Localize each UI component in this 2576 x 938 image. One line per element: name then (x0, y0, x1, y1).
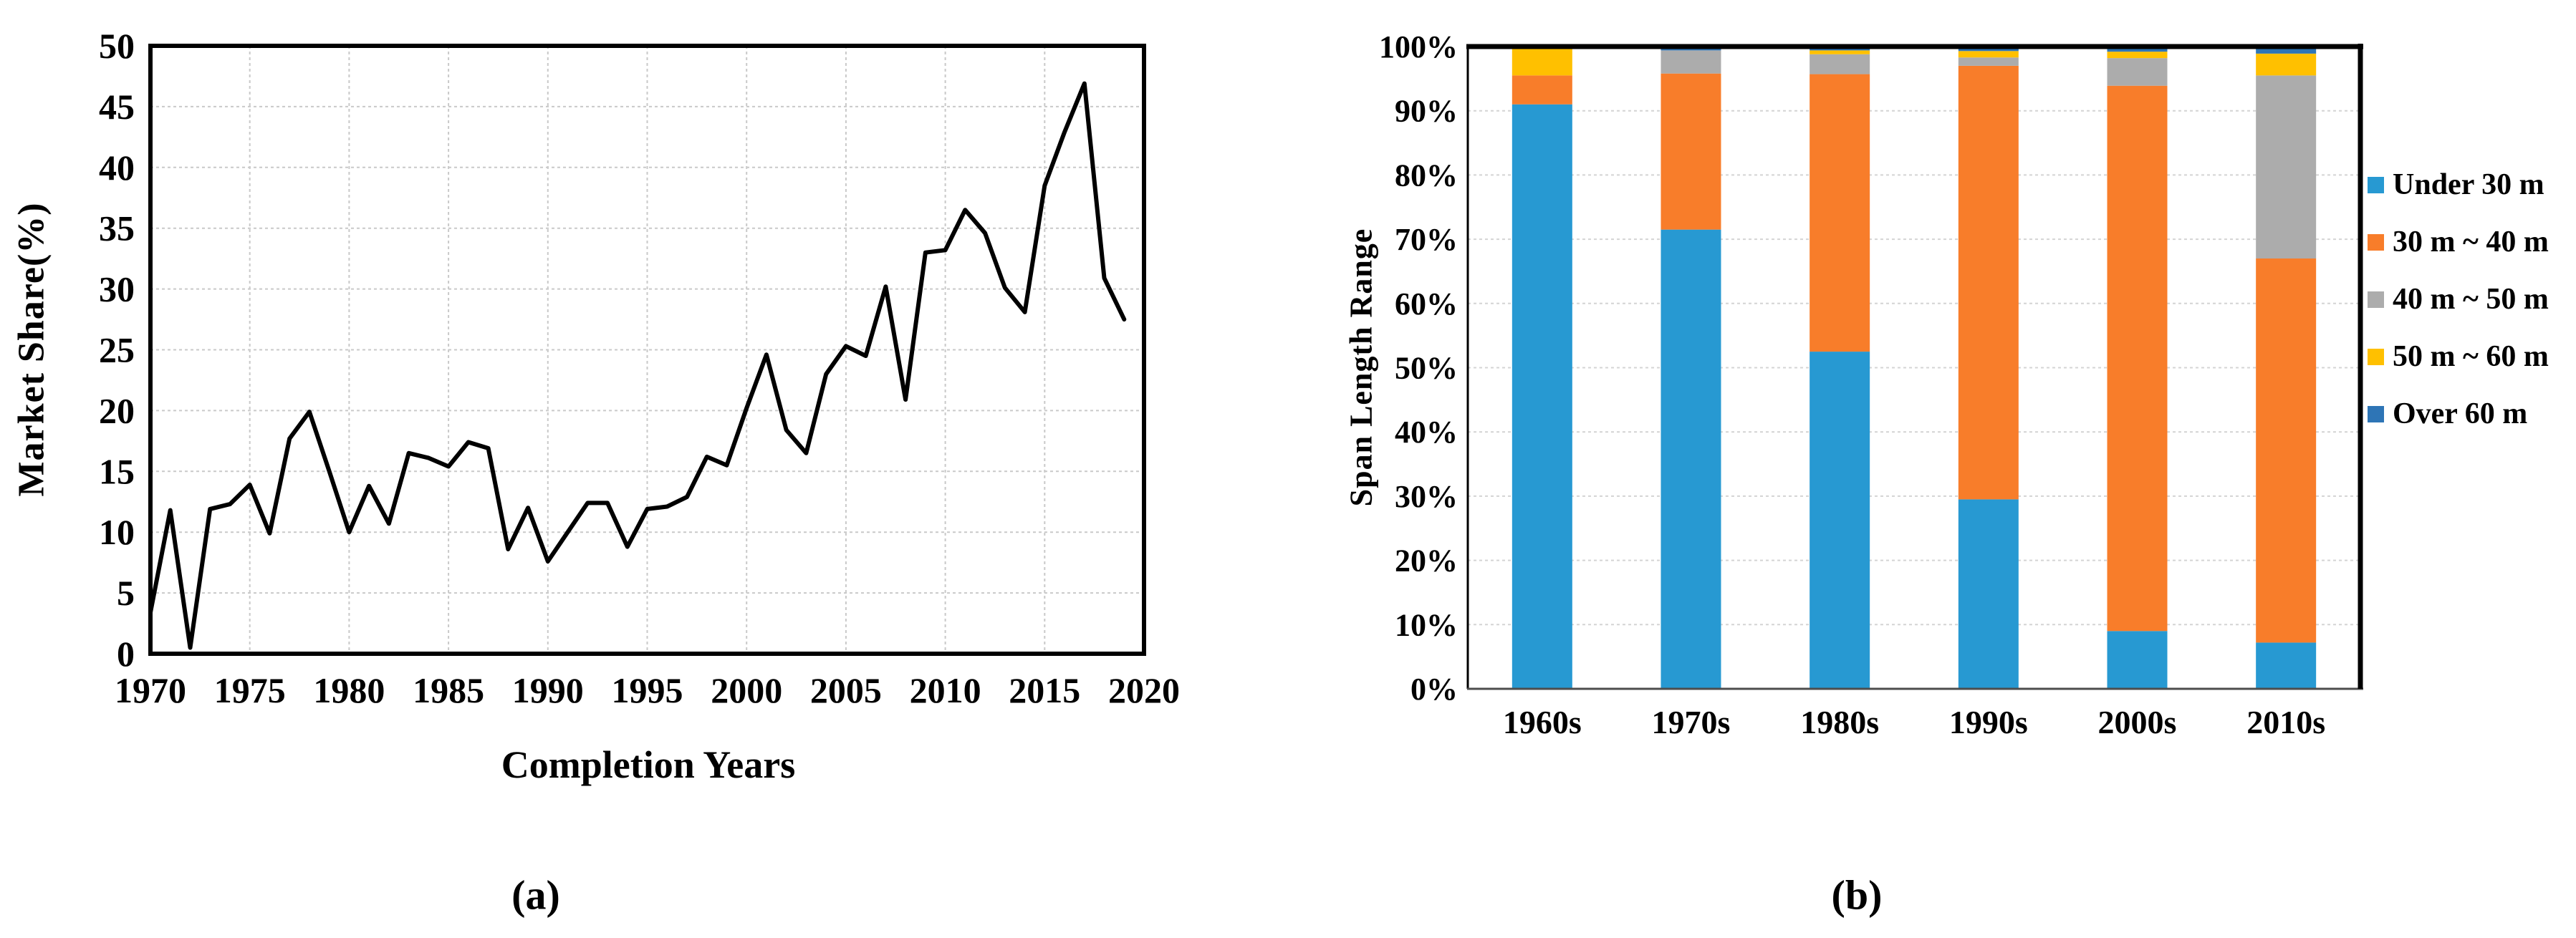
y-tick-label: 15 (99, 451, 135, 491)
bar-segment-2000s-over-60-m (2107, 47, 2168, 52)
plot-border (148, 44, 1146, 656)
legend-item-under-30-m: Under 30 m (2368, 169, 2544, 200)
x-tick-label: 1995 (612, 670, 683, 710)
bar-segment-1980s-under-30-m (1810, 352, 1870, 689)
legend-swatch (2368, 348, 2384, 365)
x-tick-label: 2020 (1108, 670, 1180, 710)
bar-segment-2000s-under-30-m (2107, 631, 2168, 689)
y-tick-label: 10 (99, 512, 135, 552)
legend-swatch (2368, 176, 2384, 193)
bar-segment-1960s-under-30-m (1512, 104, 1572, 690)
legend-swatch (2368, 405, 2384, 422)
bar-segment-2000s-40-m-50-m (2107, 58, 2168, 86)
x-tick-label: 2000 (711, 670, 782, 710)
bar-segment-1990s-under-30-m (1958, 499, 2019, 689)
y-tick-label: 40% (1395, 415, 1458, 450)
bar-segment-1990s-30-m-40-m (1958, 65, 2019, 500)
legend-label: 40 m ~ 50 m (2393, 283, 2549, 316)
y-tick-label: 25 (99, 330, 135, 370)
bar-segment-2010s-50-m-60-m (2256, 53, 2317, 76)
x-tick-label: 2010 (910, 670, 981, 710)
x-category-label: 2010s (2246, 704, 2325, 740)
legend-item-50-m-60-m: 50 m ~ 60 m (2368, 341, 2549, 372)
y-tick-label: 20 (99, 390, 135, 430)
y-tick-label: 100% (1379, 29, 1458, 64)
y-axis-title-market-share: Market Share(%) (11, 202, 52, 497)
legend-label: Under 30 m (2393, 168, 2544, 201)
bar-segment-2000s-50-m-60-m (2107, 52, 2168, 59)
y-tick-label: 0% (1410, 672, 1458, 707)
y-tick-label: 10% (1395, 607, 1458, 642)
y-tick-label: 30% (1395, 479, 1458, 514)
legend-swatch (2368, 233, 2384, 251)
y-tick-label: 90% (1395, 94, 1458, 129)
bar-segment-1980s-50-m-60-m (1810, 50, 1870, 54)
y-tick-label: 45 (99, 87, 135, 127)
x-tick-label: 1990 (512, 670, 584, 710)
x-tick-label: 1975 (214, 670, 286, 710)
x-tick-label: 1980 (313, 670, 385, 710)
bar-segment-1970s-40-m-50-m (1661, 50, 1721, 74)
legend-label: Over 60 m (2393, 397, 2528, 430)
bar-segment-2010s-under-30-m (2256, 642, 2317, 689)
y-tick-label: 70% (1395, 222, 1458, 257)
legend-swatch (2368, 291, 2384, 308)
x-category-label: 1980s (1800, 704, 1879, 740)
y-tick-label: 60% (1395, 286, 1458, 321)
bar-segment-1970s-under-30-m (1661, 229, 1721, 689)
y-tick-label: 35 (99, 208, 135, 248)
legend-item-over-60-m: Over 60 m (2368, 398, 2527, 430)
x-tick-label: 2005 (810, 670, 882, 710)
bar-segment-2010s-30-m-40-m (2256, 258, 2317, 643)
caption-panel-b: (b) (1831, 871, 1883, 919)
span-length-stacked-chart: 1960s 1970s 1980s 1990s 2000s 2010s 0% 10% 20% 30… (1379, 29, 2363, 740)
y-tick-label: 0 (117, 634, 135, 674)
bar-segment-1990s-40-m-50-m (1958, 57, 2019, 66)
x-axis-title-completion-years: Completion Years (501, 743, 796, 786)
y-tick-label: 20% (1395, 543, 1458, 579)
bar-segment-2010s-over-60-m (2256, 47, 2317, 54)
bar-segment-2000s-30-m-40-m (2107, 85, 2168, 632)
y-axis-title-span-length: Span Length Range (1343, 228, 1379, 507)
x-category-label: 1970s (1652, 704, 1731, 740)
bar-segment-1980s-30-m-40-m (1810, 74, 1870, 352)
legend-item-30-m-40-m: 30 m ~ 40 m (2368, 226, 2549, 258)
x-tick-label: 1985 (413, 670, 484, 710)
legend-item-40-m-50-m: 40 m ~ 50 m (2368, 284, 2549, 315)
x-tick-label: 2015 (1009, 670, 1080, 710)
y-tick-label: 80% (1395, 158, 1458, 193)
legend-label: 30 m ~ 40 m (2393, 226, 2549, 258)
x-category-label: 1960s (1503, 704, 1582, 740)
x-category-label: 1990s (1949, 704, 2028, 740)
y-tick-label: 5 (117, 573, 135, 613)
y-tick-label: 50% (1395, 351, 1458, 386)
bar-segment-1970s-30-m-40-m (1661, 73, 1721, 230)
y-tick-label: 30 (99, 269, 135, 309)
y-tick-label: 40 (99, 148, 135, 188)
legend-label: 50 m ~ 60 m (2393, 340, 2549, 373)
bar-segment-1960s-50-m-60-m (1512, 47, 1572, 76)
x-category-label: 2000s (2098, 704, 2177, 740)
bar-segment-2010s-40-m-50-m (2256, 75, 2317, 259)
market-share-line-chart: 0 5 10 15 20 25 30 35 40 45 50 1970 1975 1980 1985 1990… (99, 26, 1180, 710)
x-tick-label: 1970 (115, 670, 186, 710)
y-tick-label: 50 (99, 26, 135, 66)
caption-panel-a: (a) (511, 871, 560, 919)
bar-segment-1960s-30-m-40-m (1512, 75, 1572, 105)
bar-segment-1990s-50-m-60-m (1958, 51, 2019, 58)
market-share-line (148, 81, 1127, 650)
bar-segment-1980s-40-m-50-m (1810, 54, 1870, 74)
